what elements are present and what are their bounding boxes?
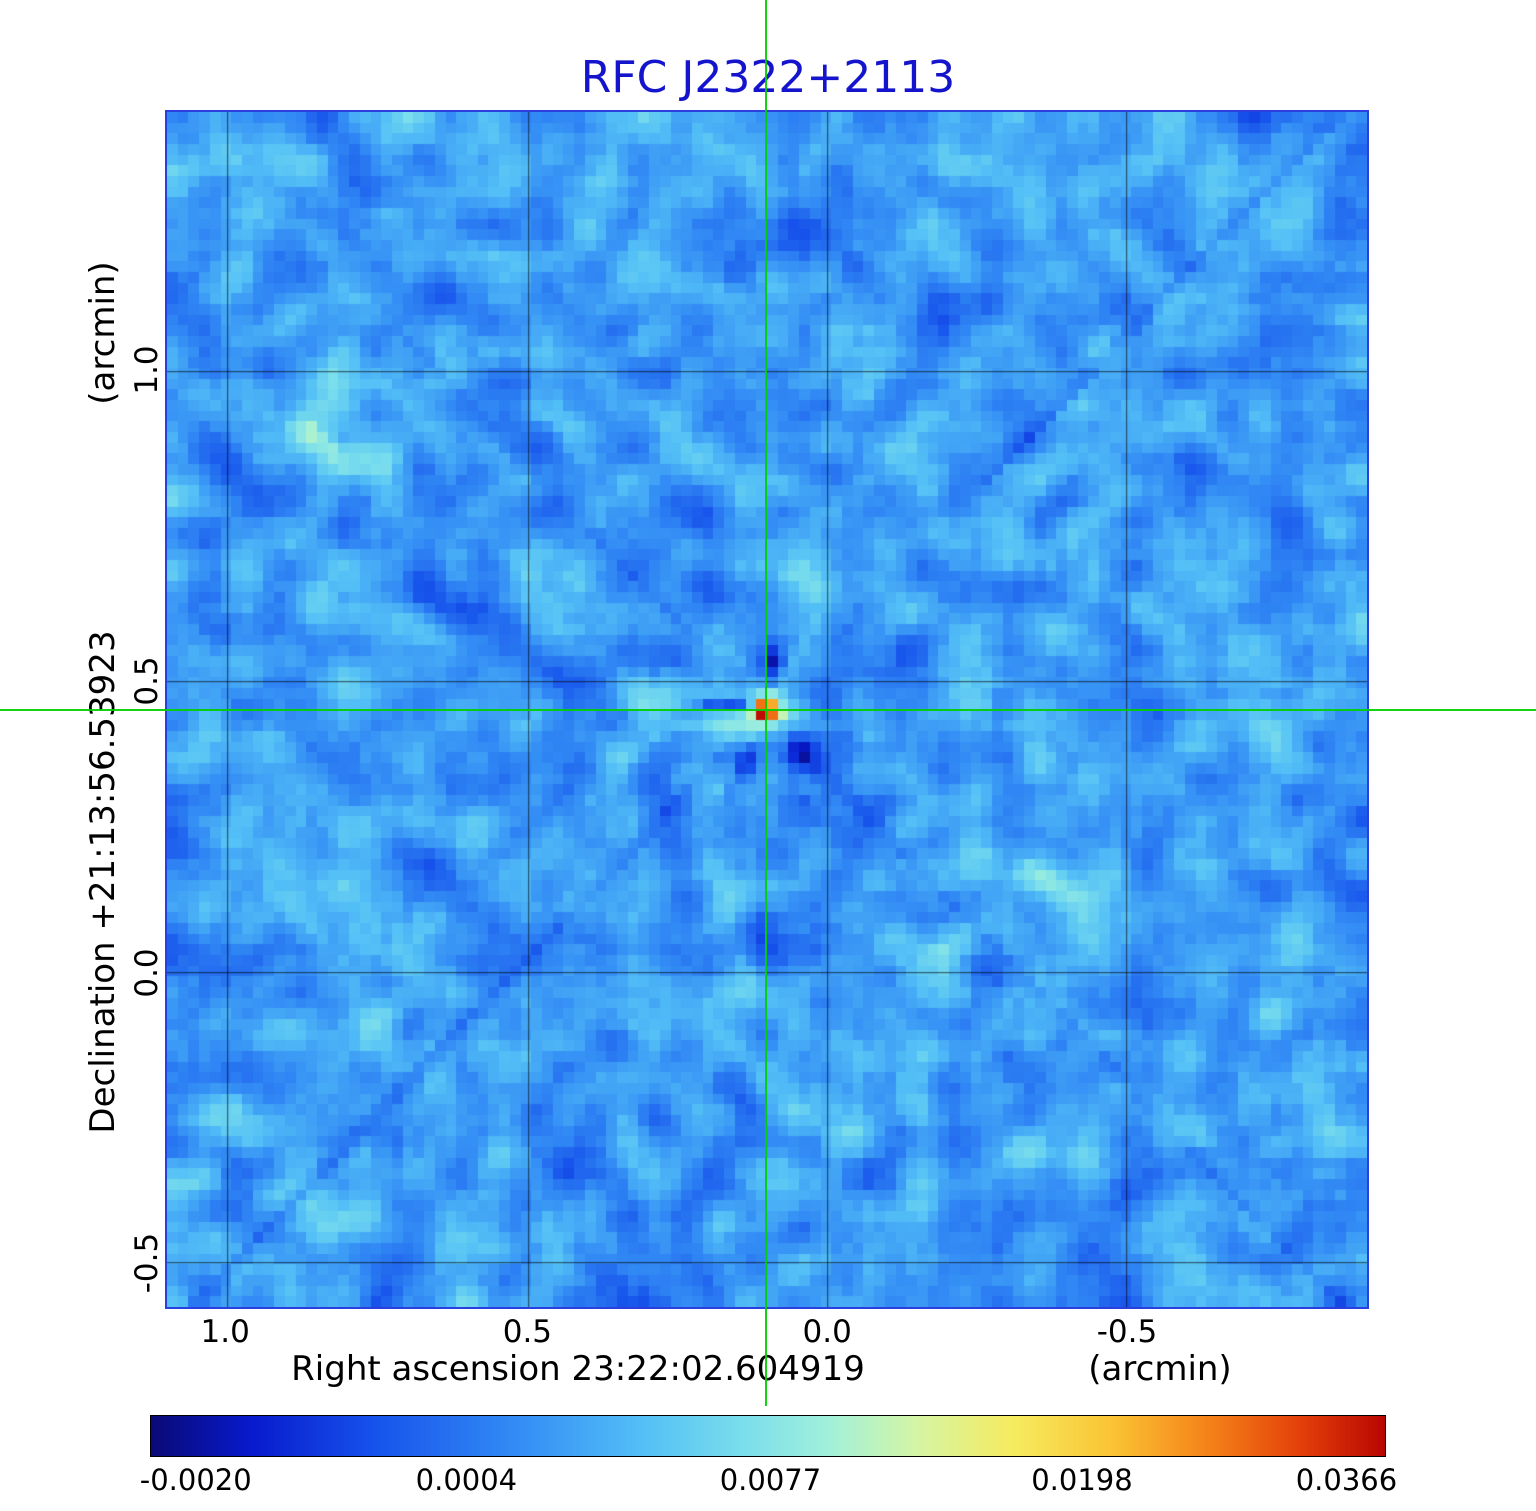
y-tick-label: 0.5 <box>129 656 165 706</box>
colorbar-tick-label: 0.0366 <box>1295 1463 1398 1497</box>
colorbar-gradient <box>151 1416 1385 1456</box>
y-tick-label: 1.0 <box>129 345 165 395</box>
colorbar-tick-label: 0.0198 <box>1031 1463 1133 1497</box>
x-tick-label: 0.0 <box>802 1314 852 1350</box>
y-tick-label: -0.5 <box>129 1233 165 1294</box>
x-axis-unit-label: (arcmin) <box>1088 1349 1232 1389</box>
x-tick-label: 0.5 <box>502 1314 553 1350</box>
x-axis-ticks: 1.0 0.5 0.0 -0.5 <box>165 1314 1369 1354</box>
plot-title: RFC J2322+2113 <box>580 52 956 103</box>
x-tick-label: -0.5 <box>1096 1314 1158 1350</box>
y-axis-unit-label: (arcmin) <box>83 261 123 405</box>
colorbar-tick-label: 0.0004 <box>415 1463 518 1497</box>
y-axis-label: Declination +21:13:56.53923 <box>83 630 123 1134</box>
colorbar-ticks: -0.0020 0.0004 0.0077 0.0198 0.0366 <box>140 1463 1397 1499</box>
colorbar-tick-label: 0.0077 <box>719 1463 822 1497</box>
colorbar-tick-label: -0.0020 <box>139 1463 252 1497</box>
x-axis-label: Right ascension 23:22:02.604919 <box>291 1349 865 1389</box>
colorbar <box>150 1415 1386 1457</box>
y-tick-label: 0.0 <box>129 948 165 998</box>
crosshair-vertical-line <box>765 0 767 1406</box>
crosshair-horizontal-line <box>0 709 1536 711</box>
x-tick-label: 1.0 <box>200 1314 250 1350</box>
